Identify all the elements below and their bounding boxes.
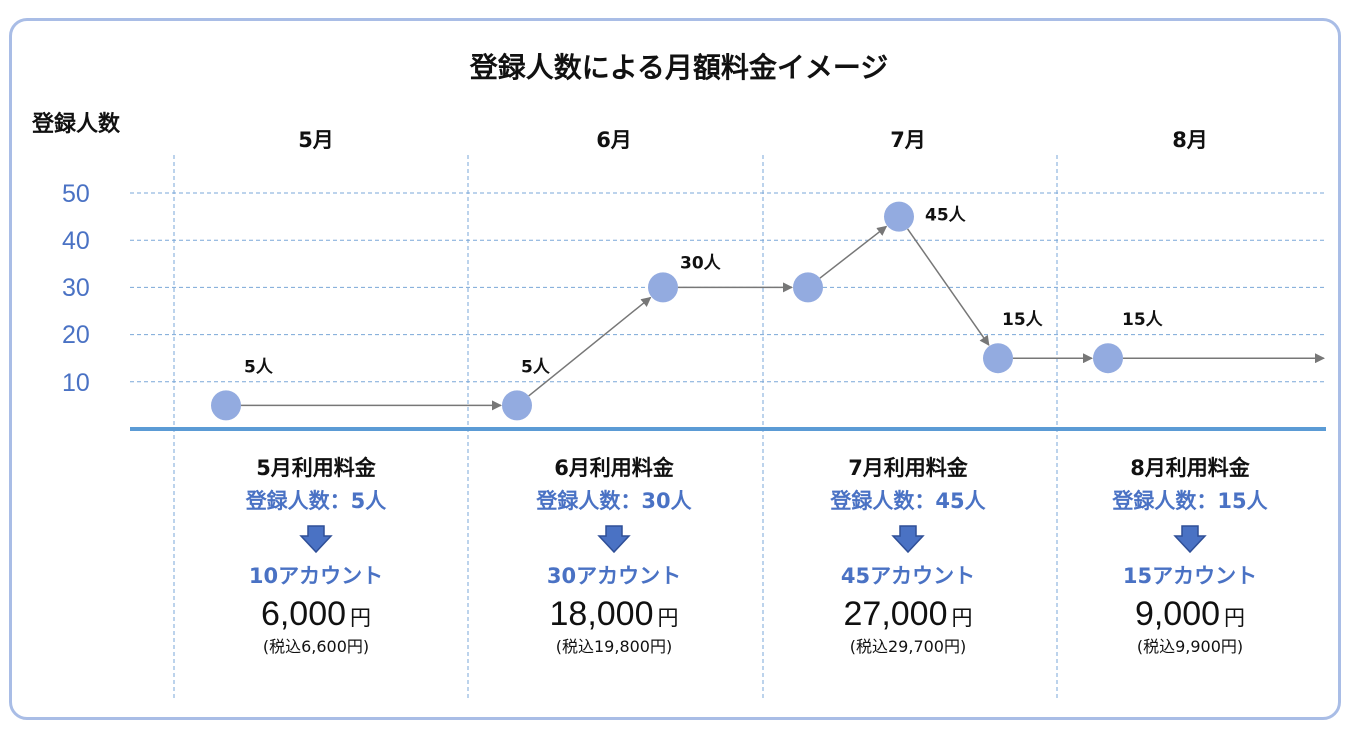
data-label-6: 15人 <box>1122 310 1164 330</box>
fee-price-unit: 円 <box>657 607 679 630</box>
fee-heading: 5月利用料金 <box>256 456 376 480</box>
data-label-5: 15人 <box>1002 310 1044 330</box>
fee-heading: 7月利用料金 <box>848 456 968 480</box>
fee-heading: 8月利用料金 <box>1130 456 1250 480</box>
fee-heading: 6月利用料金 <box>554 456 674 480</box>
down-arrow-icon <box>778 518 1038 560</box>
y-tick-10: 10 <box>62 369 90 397</box>
month-label-july: 7月 <box>890 128 926 152</box>
fee-column-august: 8月利用料金 登録人数：15人 15アカウント 9,000 円 (税込9,900円… <box>1060 452 1320 658</box>
y-axis-title: 登録人数 <box>32 112 121 137</box>
data-point-1 <box>502 390 532 421</box>
fee-accounts: 45アカウント <box>840 564 976 588</box>
fee-column-may: 5月利用料金 登録人数：5人 10アカウント 6,000 円 (税込6,600円) <box>186 452 446 658</box>
connector-arrow-3 <box>819 225 888 279</box>
fee-tax: (税込19,800円) <box>555 637 673 656</box>
fee-price-unit: 円 <box>1224 607 1246 630</box>
fee-tax: (税込9,900円) <box>1136 637 1244 656</box>
y-tick-20: 20 <box>62 321 90 349</box>
month-label-may: 5月 <box>298 128 334 152</box>
data-point-3 <box>793 272 823 303</box>
y-tick-50: 50 <box>62 180 90 208</box>
y-tick-30: 30 <box>62 274 90 302</box>
fee-users: 登録人数：30人 <box>536 489 692 513</box>
data-label-2: 30人 <box>680 253 722 273</box>
fee-price: 9,000 円 <box>1060 592 1320 636</box>
data-label-1: 5人 <box>521 357 551 377</box>
fee-price-unit: 円 <box>951 607 973 630</box>
fee-price-value: 9,000 <box>1134 595 1221 633</box>
y-tick-40: 40 <box>62 227 90 255</box>
fee-tax: (税込6,600円) <box>262 637 370 656</box>
fee-price-value: 6,000 <box>260 595 347 633</box>
connector-arrow-4 <box>906 228 990 346</box>
fee-accounts: 15アカウント <box>1122 564 1258 588</box>
fee-price: 27,000 円 <box>778 592 1038 636</box>
fee-price-unit: 円 <box>350 607 372 630</box>
data-point-4 <box>884 201 914 232</box>
fee-users: 登録人数：5人 <box>245 489 387 513</box>
down-arrow-icon <box>186 518 446 560</box>
fee-price: 18,000 円 <box>484 592 744 636</box>
month-label-august: 8月 <box>1172 128 1208 152</box>
data-point-0 <box>211 390 241 421</box>
data-label-0: 5人 <box>244 357 274 377</box>
data-point-2 <box>648 272 678 303</box>
down-arrow-icon <box>1060 518 1320 560</box>
fee-users: 登録人数：15人 <box>1112 489 1268 513</box>
data-label-4: 45人 <box>925 206 967 226</box>
down-arrow-icon <box>484 518 744 560</box>
data-point-5 <box>983 343 1013 374</box>
fee-price-value: 18,000 <box>549 595 654 633</box>
fee-tax: (税込29,700円) <box>849 637 967 656</box>
fee-column-june: 6月利用料金 登録人数：30人 30アカウント 18,000 円 (税込19,80… <box>484 452 744 658</box>
chart-frame <box>9 18 1341 720</box>
fee-column-july: 7月利用料金 登録人数：45人 45アカウント 27,000 円 (税込29,70… <box>778 452 1038 658</box>
connector-arrow-1 <box>528 296 652 397</box>
fee-price-value: 27,000 <box>843 595 948 633</box>
fee-users: 登録人数：45人 <box>830 489 986 513</box>
data-point-6 <box>1093 343 1123 374</box>
fee-accounts: 10アカウント <box>248 564 384 588</box>
month-label-june: 6月 <box>596 128 632 152</box>
fee-price: 6,000 円 <box>186 592 446 636</box>
fee-accounts: 30アカウント <box>546 564 682 588</box>
chart-title: 登録人数による月額料金イメージ <box>469 51 889 84</box>
